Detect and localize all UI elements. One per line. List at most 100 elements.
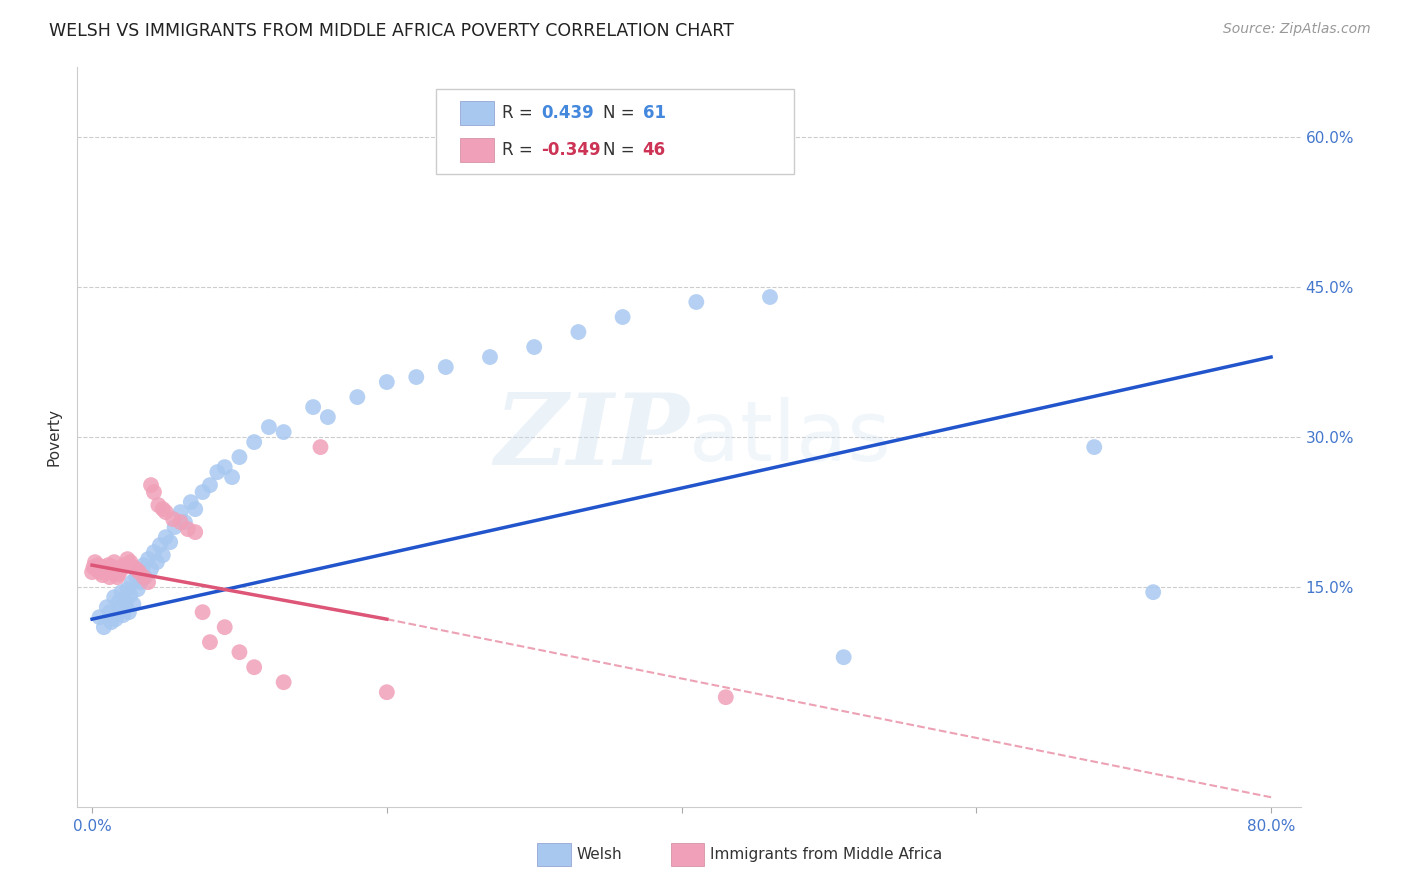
- Point: [127, 582, 149, 596]
- Point: [117, 552, 139, 566]
- Point: [832, 650, 855, 665]
- Point: [128, 565, 150, 579]
- Point: [139, 478, 162, 492]
- Text: Welsh: Welsh: [576, 847, 621, 862]
- Point: [139, 562, 162, 576]
- Point: [121, 575, 143, 590]
- Point: [159, 535, 181, 549]
- Point: [122, 560, 145, 574]
- Point: [105, 570, 128, 584]
- Point: [191, 485, 214, 500]
- Point: [111, 608, 134, 623]
- Point: [125, 570, 148, 584]
- Text: 0.0%: 0.0%: [73, 819, 111, 834]
- Text: 61: 61: [643, 104, 665, 122]
- Point: [198, 635, 221, 649]
- Point: [91, 568, 114, 582]
- Point: [93, 620, 115, 634]
- Point: [169, 505, 191, 519]
- Point: [80, 565, 103, 579]
- Point: [221, 470, 243, 484]
- Text: R =: R =: [502, 104, 538, 122]
- Point: [685, 295, 707, 310]
- Point: [136, 552, 159, 566]
- Point: [478, 350, 501, 364]
- Text: 80.0%: 80.0%: [1247, 819, 1295, 834]
- Point: [375, 375, 398, 389]
- Point: [309, 440, 332, 454]
- Point: [103, 555, 125, 569]
- Point: [207, 465, 229, 479]
- Point: [302, 400, 325, 414]
- Point: [612, 310, 634, 324]
- Text: N =: N =: [603, 104, 640, 122]
- Point: [136, 575, 159, 590]
- Point: [107, 567, 129, 582]
- Point: [108, 602, 131, 616]
- Point: [117, 582, 139, 596]
- Point: [87, 558, 110, 573]
- Text: 46: 46: [643, 141, 665, 159]
- Point: [169, 515, 191, 529]
- Point: [132, 558, 155, 573]
- Point: [96, 562, 118, 576]
- Point: [90, 562, 112, 576]
- Point: [434, 359, 457, 374]
- Text: 0.439: 0.439: [541, 104, 595, 122]
- Point: [316, 410, 339, 425]
- Point: [129, 575, 152, 590]
- Point: [198, 478, 221, 492]
- Point: [273, 675, 295, 690]
- Point: [1142, 585, 1164, 599]
- Point: [163, 520, 186, 534]
- Point: [214, 460, 236, 475]
- Point: [122, 597, 145, 611]
- Point: [118, 605, 141, 619]
- Point: [125, 562, 148, 576]
- Point: [149, 538, 172, 552]
- Point: [110, 585, 132, 599]
- Text: -0.349: -0.349: [541, 141, 600, 159]
- Point: [714, 690, 737, 705]
- Point: [110, 562, 132, 576]
- Point: [93, 560, 115, 574]
- Point: [98, 605, 121, 619]
- Point: [567, 325, 589, 339]
- Point: [114, 592, 136, 607]
- Point: [346, 390, 368, 404]
- Point: [152, 502, 174, 516]
- Point: [155, 505, 177, 519]
- Point: [94, 565, 117, 579]
- Point: [184, 525, 207, 540]
- Point: [180, 495, 202, 509]
- Point: [97, 558, 120, 573]
- Point: [132, 570, 155, 584]
- Point: [120, 555, 142, 569]
- Point: [191, 605, 214, 619]
- Point: [152, 548, 174, 562]
- Point: [184, 502, 207, 516]
- Point: [146, 555, 169, 569]
- Point: [134, 570, 156, 584]
- Point: [98, 570, 121, 584]
- Point: [148, 498, 170, 512]
- Text: Source: ZipAtlas.com: Source: ZipAtlas.com: [1223, 22, 1371, 37]
- Point: [100, 615, 122, 630]
- Point: [243, 435, 266, 450]
- Point: [83, 560, 105, 574]
- Text: N =: N =: [603, 141, 640, 159]
- Text: R =: R =: [502, 141, 538, 159]
- Point: [100, 565, 122, 579]
- Point: [177, 522, 200, 536]
- Point: [243, 660, 266, 674]
- Point: [104, 612, 127, 626]
- Text: Immigrants from Middle Africa: Immigrants from Middle Africa: [710, 847, 942, 862]
- Point: [214, 620, 236, 634]
- Point: [228, 450, 250, 464]
- Point: [103, 590, 125, 604]
- Point: [107, 595, 129, 609]
- Point: [759, 290, 782, 304]
- Point: [96, 600, 118, 615]
- Point: [104, 562, 127, 576]
- Point: [405, 370, 427, 384]
